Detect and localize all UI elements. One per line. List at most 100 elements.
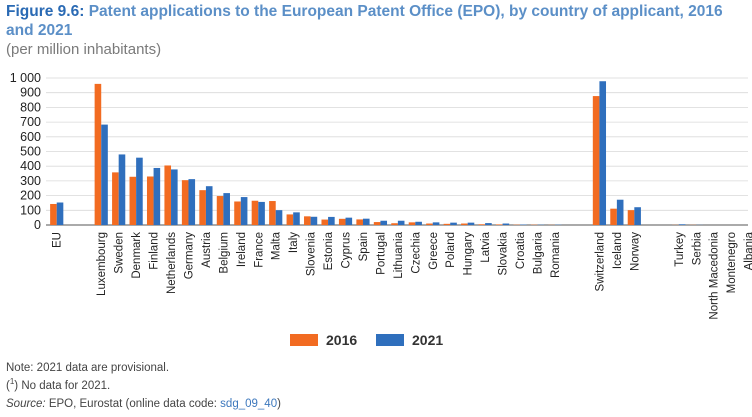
bar-2021 [485,223,492,225]
x-tick-label: Croatia [515,231,527,269]
x-tick-label: Austria [201,231,213,267]
bar-2021 [432,222,440,225]
x-tick-label: Iceland [612,232,624,269]
bar-2021 [450,222,457,225]
x-tick-label: Malta [271,231,283,260]
note-provisional: Note: 2021 data are provisional. [6,362,170,374]
bar-2021 [56,202,64,225]
x-tick-label: Lithuania [393,231,405,278]
x-tick-label: Montenegro [726,232,738,293]
x-tick-label: Switzerland [594,232,606,291]
figure-number: Figure 9.6: [6,3,85,20]
source-data-code-link[interactable]: sdg_09_40 [220,398,278,410]
bar-2021 [678,224,686,225]
y-tick-label: 400 [20,159,41,173]
x-tick-label: Denmark [131,232,143,279]
x-tick-label: Czechia [410,231,422,273]
x-tick-label: France [253,232,265,268]
bar-2021 [467,222,475,225]
bar-2021 [258,201,265,225]
x-tick-label: Latvia [480,231,492,262]
bar-2021 [153,167,161,225]
bar-2021 [634,207,641,225]
bar-2016 [199,190,206,225]
figure-title-text: Patent applications to the European Pate… [6,3,723,39]
x-tick-label: Estonia [323,231,335,270]
bar-2021 [118,154,126,225]
y-tick-label: 700 [20,115,41,129]
x-tick-label: Italy [288,232,300,253]
bar-2021 [345,217,353,225]
legend-item-2021: 2021 [376,330,443,350]
bar-2021 [415,221,422,225]
source-text: EPO, Eurostat (online data code: [45,398,221,410]
legend-swatch-2021 [376,334,404,346]
bar-2021 [380,220,388,225]
bar-2016 [181,180,189,225]
bar-2016 [94,83,102,225]
y-tick-label: 0 [34,218,41,232]
bar-2016 [321,219,329,225]
note-no-data-text: No data for 2021. [18,379,111,392]
x-tick-label: Germany [183,232,195,280]
bar-2021 [310,216,318,225]
bar-2016 [443,223,451,225]
bar-2021 [397,220,405,225]
bar-2016 [373,222,381,225]
x-tick-label: Finland [149,232,161,270]
bar-2016 [129,176,137,225]
y-tick-label: 1 000 [10,71,41,85]
bar-2021 [502,223,510,225]
bar-2021 [223,193,230,225]
x-tick-label: EU [52,232,64,248]
bar-2016 [627,210,635,225]
x-tick-label: Albania [744,231,752,270]
bar-2021 [293,212,300,225]
bar-2016 [112,172,119,225]
legend-item-2016: 2016 [290,330,357,350]
bar-2021 [171,169,178,225]
source-line: Source: EPO, Eurostat (online data code:… [6,398,281,410]
y-tick-label: 900 [20,86,41,100]
x-tick-label: Slovakia [498,231,510,275]
bar-2016 [461,223,468,225]
legend-swatch-2016 [290,334,318,346]
y-tick-label: 600 [20,130,41,144]
bar-2021 [240,197,248,225]
x-tick-label: North Macedonia [709,231,721,319]
bar-2021 [101,124,108,225]
bar-2016 [610,208,617,225]
bar-2021 [205,186,213,225]
x-tick-label: Hungary [463,232,475,276]
bar-2016 [495,224,503,225]
x-tick-label: Cyprus [341,232,353,269]
bar-2016 [164,165,172,225]
bar-2016 [391,223,398,225]
y-tick-label: 300 [20,174,41,188]
bars [50,81,703,226]
bar-2021 [188,179,196,225]
note-footnote-mark: 1 [9,377,15,386]
bar-2016 [269,201,276,225]
grid-lines [46,77,748,226]
y-tick-label: 200 [20,189,41,203]
bar-2016 [356,219,363,225]
x-tick-label: Ireland [236,232,248,267]
bar-2016 [216,196,224,225]
bar-2021 [328,216,335,225]
bar-2016 [408,222,416,225]
x-tick-label: Sweden [114,232,126,274]
bar-2021 [136,157,143,225]
source-close: ) [277,398,281,410]
legend-label-2021: 2021 [412,332,444,348]
y-tick-label: 800 [20,100,41,114]
bar-2016 [478,224,486,225]
note-no-data: (1) No data for 2021. [6,377,111,392]
bar-2021 [362,218,370,225]
y-tick-label: 500 [20,145,41,159]
bar-2016 [338,218,346,225]
bar-2016 [592,96,600,226]
x-tick-label: Serbia [691,231,703,265]
